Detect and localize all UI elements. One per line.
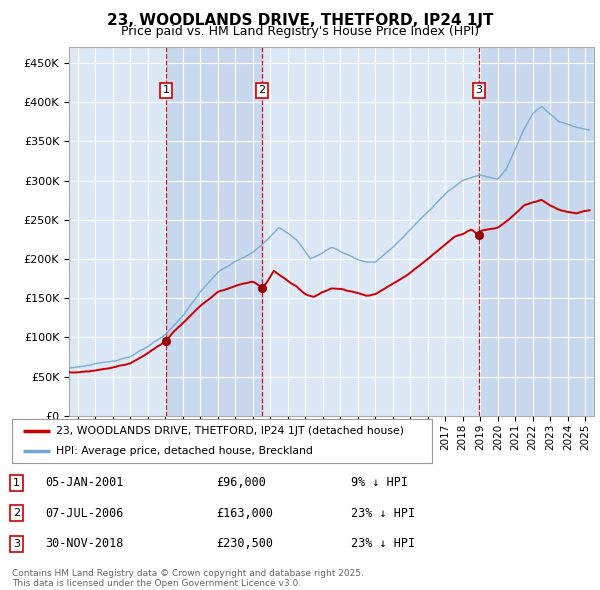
Text: 3: 3	[13, 539, 20, 549]
Text: 23% ↓ HPI: 23% ↓ HPI	[351, 537, 415, 550]
Text: £230,500: £230,500	[216, 537, 273, 550]
Text: 2: 2	[13, 509, 20, 518]
Text: 3: 3	[475, 86, 482, 96]
Text: 2: 2	[258, 86, 265, 96]
Bar	[479, 47, 594, 416]
Text: Price paid vs. HM Land Registry's House Price Index (HPI): Price paid vs. HM Land Registry's House …	[121, 25, 479, 38]
Text: £163,000: £163,000	[216, 507, 273, 520]
Text: 23% ↓ HPI: 23% ↓ HPI	[351, 507, 415, 520]
Text: 30-NOV-2018: 30-NOV-2018	[45, 537, 124, 550]
Text: 1: 1	[163, 86, 169, 96]
Text: 9% ↓ HPI: 9% ↓ HPI	[351, 476, 408, 489]
Text: £96,000: £96,000	[216, 476, 266, 489]
Text: HPI: Average price, detached house, Breckland: HPI: Average price, detached house, Brec…	[56, 446, 313, 456]
Text: 1: 1	[13, 478, 20, 487]
Text: 23, WOODLANDS DRIVE, THETFORD, IP24 1JT: 23, WOODLANDS DRIVE, THETFORD, IP24 1JT	[107, 13, 493, 28]
Text: Contains HM Land Registry data © Crown copyright and database right 2025.
This d: Contains HM Land Registry data © Crown c…	[12, 569, 364, 588]
Text: 05-JAN-2001: 05-JAN-2001	[45, 476, 124, 489]
Text: 07-JUL-2006: 07-JUL-2006	[45, 507, 124, 520]
Text: 23, WOODLANDS DRIVE, THETFORD, IP24 1JT (detached house): 23, WOODLANDS DRIVE, THETFORD, IP24 1JT …	[56, 426, 404, 436]
Bar	[166, 47, 262, 416]
